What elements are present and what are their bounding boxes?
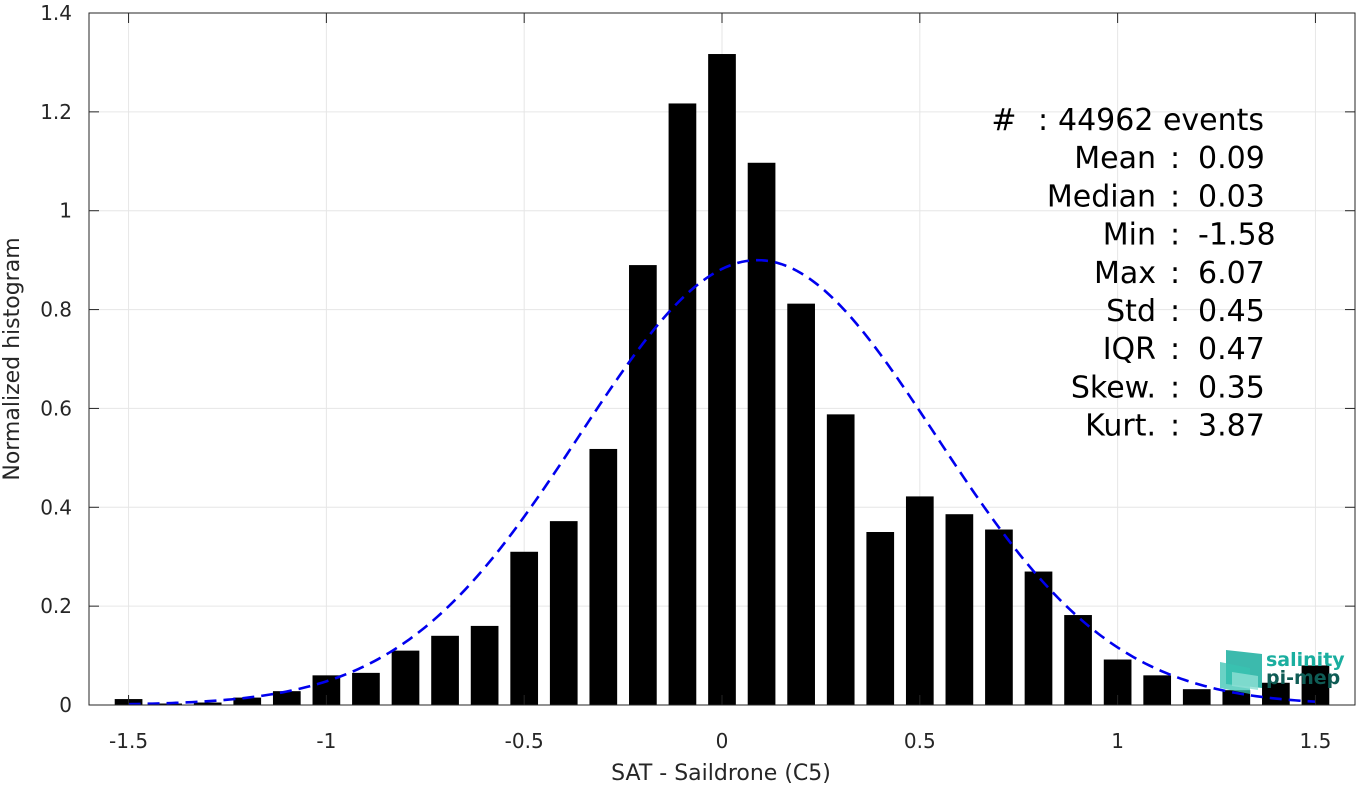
y-tick-label: 0.2 (40, 594, 72, 618)
y-tick-label: 1 (59, 199, 72, 223)
histogram-bar (510, 551, 539, 705)
stat-row: Mean:0.09 (1074, 141, 1265, 176)
stat-separator: : (1170, 141, 1180, 176)
histogram-bar (549, 521, 578, 705)
histogram-bar (193, 702, 222, 705)
histogram-bar (945, 514, 974, 705)
stat-label: Skew. (1071, 370, 1156, 405)
histogram-bar (1143, 675, 1172, 705)
x-tick-label: -1 (316, 729, 336, 753)
histogram-bar (668, 103, 697, 705)
histogram-bar (1182, 689, 1211, 705)
y-tick-label: 1.2 (40, 100, 72, 124)
histogram-bar (747, 162, 776, 706)
stat-row: Median:0.03 (1047, 179, 1265, 214)
logo-graphic-icon (1220, 650, 1262, 694)
stat-row: #:44962 events (991, 103, 1264, 138)
histogram-bar (391, 650, 420, 705)
stat-label: Min (1103, 218, 1156, 253)
histogram-bar (629, 265, 657, 705)
logo-line2: pi-mep (1266, 667, 1340, 689)
x-tick-label: 1 (1111, 729, 1124, 753)
y-tick-label: 0 (59, 693, 72, 717)
stat-separator: : (1170, 409, 1180, 444)
y-tick-label: 0.8 (40, 298, 72, 322)
y-tick-label: 0.6 (40, 396, 72, 420)
stat-separator: : (1170, 370, 1180, 405)
stat-row: Skew.:0.35 (1071, 370, 1265, 405)
histogram-bar (787, 303, 815, 705)
stat-value: 3.87 (1198, 409, 1265, 444)
histogram-bar (1024, 571, 1053, 705)
stat-separator: : (1170, 179, 1180, 214)
stat-label: IQR (1103, 332, 1156, 367)
stat-label: Kurt. (1085, 409, 1156, 444)
histogram-bar (470, 625, 499, 705)
histogram-bar (708, 54, 736, 706)
histogram-bar (352, 672, 380, 705)
x-tick-label: 0 (716, 729, 729, 753)
histogram-bar (826, 414, 855, 705)
ticks (89, 12, 1355, 706)
logo-line1: salinity (1266, 649, 1345, 671)
y-tick-label: 0.4 (40, 495, 72, 519)
histogram-bar (985, 529, 1013, 705)
x-tick-label: 1.5 (1300, 729, 1332, 753)
stat-row: Kurt.:3.87 (1085, 409, 1265, 444)
x-tick-label: -0.5 (505, 729, 544, 753)
stat-value: 0.35 (1198, 370, 1265, 405)
histogram-bar (866, 532, 895, 705)
x-tick-label: 0.5 (904, 729, 936, 753)
stat-separator: : (1170, 294, 1180, 329)
x-tick-label: -1.5 (109, 729, 148, 753)
y-tick-labels: 0 0.2 0.4 0.6 0.8 1 1.2 1.4 (40, 1, 72, 717)
stat-label: # (991, 103, 1016, 138)
stat-separator: : (1170, 218, 1180, 253)
histogram-bar (272, 691, 301, 705)
fit-curve (128, 258, 1316, 706)
histogram-bar (431, 635, 459, 705)
stat-value: 6.07 (1198, 256, 1265, 291)
stat-row: Std:0.45 (1106, 294, 1265, 329)
histogram-bar (1262, 682, 1290, 705)
stat-value: 0.09 (1198, 141, 1265, 176)
stat-row: Min: -1.58 (1103, 218, 1276, 253)
stat-label: Mean (1074, 141, 1156, 176)
stat-row: Max:6.07 (1094, 256, 1265, 291)
y-axis-label: Normalized histogram (0, 237, 25, 480)
salinity-pimep-logo: salinity pi-mep (1220, 649, 1345, 694)
stat-label: Max (1094, 256, 1156, 291)
stat-label: Median (1047, 179, 1156, 214)
stat-row: IQR:0.47 (1103, 332, 1265, 367)
stat-separator: : (1170, 256, 1180, 291)
y-tick-label: 1.4 (40, 1, 72, 25)
bars (114, 54, 1330, 706)
histogram-bar (233, 697, 262, 705)
stat-value: 0.45 (1198, 294, 1265, 329)
histogram-bar (589, 448, 618, 705)
stat-value: -1.58 (1198, 218, 1276, 253)
stat-separator: : (1170, 332, 1180, 367)
stat-label: Std (1106, 294, 1156, 329)
stat-value: 0.03 (1198, 179, 1265, 214)
stat-value: 0.47 (1198, 332, 1265, 367)
stat-value: 44962 events (1058, 103, 1264, 138)
histogram-bar (1064, 615, 1092, 705)
histogram-bar (905, 496, 934, 705)
x-tick-labels: -1.5 -1 -0.5 0 0.5 1 1.5 (109, 729, 1331, 753)
x-axis-label: SAT - Saildrone (C5) (611, 761, 831, 785)
stat-separator: : (1038, 103, 1048, 138)
